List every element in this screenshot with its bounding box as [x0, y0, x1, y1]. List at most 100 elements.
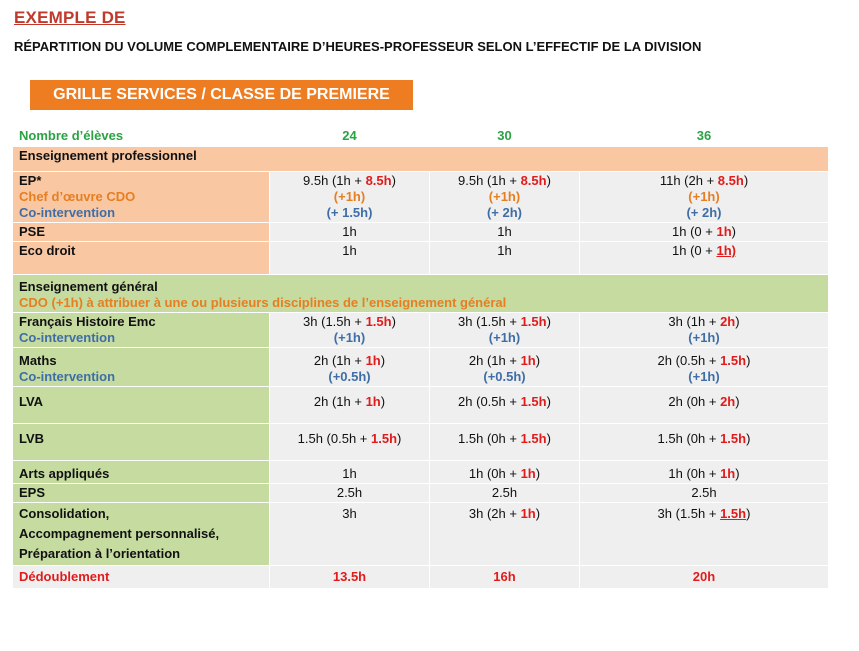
cell-end: )	[735, 314, 740, 329]
row-label-francais: Français Histoire Emc Co-intervention	[12, 312, 270, 348]
row-label-maths: Maths Co-intervention	[12, 347, 270, 387]
cell-co: (+1h)	[333, 330, 366, 345]
cell-ep-36: 11h (2h + 8.5h) (+1h) (+ 2h)	[579, 171, 829, 223]
label-consolidation: Consolidation,	[19, 506, 110, 521]
section-general: Enseignement général CDO (+1h) à attribu…	[12, 274, 829, 313]
cell-base: 1h (0 +	[672, 224, 717, 239]
cell-total-24: 13.5h	[269, 565, 430, 589]
cell-highlight: 1h	[365, 353, 381, 368]
cell-co: (+1h)	[688, 330, 720, 345]
cell-pse-24: 1h	[269, 222, 430, 242]
cell-highlight: 1h	[520, 506, 536, 521]
cell-base: 1h (0 +	[672, 243, 717, 258]
cell-co: (+ 1.5h)	[326, 205, 373, 220]
cell-fr-24: 3h (1.5h + 1.5h) (+1h)	[269, 312, 430, 348]
cell-end: )	[546, 173, 551, 188]
table-row: EPS 2.5h 2.5h 2.5h	[12, 483, 829, 503]
section-note: CDO (+1h) à attribuer à une ou plusieurs…	[19, 295, 507, 310]
cell-arts-24: 1h	[269, 460, 430, 484]
cell-eps-24: 2.5h	[269, 483, 430, 503]
cell-arts-36: 1h (0h + 1h)	[579, 460, 829, 484]
cell-end: )	[735, 394, 740, 409]
grid-banner: GRILLE SERVICES / CLASSE DE PREMIERE	[30, 80, 413, 110]
cell-co: (+ 2h)	[686, 205, 722, 220]
section-professionnel: Enseignement professionnel	[12, 146, 829, 172]
cell-end: )	[735, 466, 740, 481]
cell-co: (+0.5h)	[328, 369, 371, 384]
cell-ep-30: 9.5h (1h + 8.5h) (+1h) (+ 2h)	[429, 171, 580, 223]
row-label-lva: LVA	[12, 386, 270, 424]
label-orientation: Préparation à l’orientation	[19, 546, 181, 561]
cell-highlight: 1.5h	[720, 506, 747, 521]
services-grid-table: Nombre d’élèves 24 30 36 Enseignement pr…	[12, 125, 829, 589]
cell-highlight: 1h)	[716, 243, 736, 258]
table-row: Consolidation, Accompagnement personnali…	[12, 502, 829, 566]
cell-base: 11h (2h +	[659, 173, 718, 188]
cell-conso-30: 3h (2h + 1h)	[429, 502, 580, 566]
cell-base: 2h (0.5h +	[458, 394, 521, 409]
cell-base: 2h (1h +	[313, 353, 366, 368]
cell-lva-24: 2h (1h + 1h)	[269, 386, 430, 424]
cell-cdo: (+1h)	[333, 189, 366, 204]
cell-highlight: 1h	[520, 353, 536, 368]
cell-base: 2h (1h +	[468, 353, 521, 368]
table-row: Français Histoire Emc Co-intervention 3h…	[12, 312, 829, 348]
header-col-30: 30	[429, 125, 580, 147]
cell-highlight: 1.5h	[520, 431, 547, 446]
row-label-eps: EPS	[12, 483, 270, 503]
cell-co: (+1h)	[488, 330, 521, 345]
cell-base: 3h (1.5h +	[458, 314, 521, 329]
label-co-intervention: Co-intervention	[19, 205, 116, 220]
cell-base: 3h (1.5h +	[303, 314, 366, 329]
cell-maths-30: 2h (1h + 1h) (+0.5h)	[429, 347, 580, 387]
cell-end: )	[746, 431, 751, 446]
cell-fr-30: 3h (1.5h + 1.5h) (+1h)	[429, 312, 580, 348]
cell-lva-36: 2h (0h + 2h)	[579, 386, 829, 424]
cell-lvb-36: 1.5h (0h + 1.5h)	[579, 423, 829, 461]
cell-end: )	[746, 353, 751, 368]
header-col-36: 36	[579, 125, 829, 147]
header-row: Nombre d’élèves 24 30 36	[12, 125, 829, 147]
table-row: Arts appliqués 1h 1h (0h + 1h) 1h (0h + …	[12, 460, 829, 484]
cell-co: (+1h)	[688, 369, 720, 384]
cell-highlight: 8.5h	[717, 173, 744, 188]
cell-cdo: (+1h)	[488, 189, 521, 204]
section-title: Enseignement général	[19, 279, 158, 294]
cell-base: 9.5h (1h +	[303, 173, 366, 188]
cell-base: 9.5h (1h +	[458, 173, 521, 188]
label-ep: EP*	[19, 173, 42, 188]
cell-highlight: 2h	[720, 394, 736, 409]
document-subtitle: RÉPARTITION DU VOLUME COMPLEMENTAIRE D’H…	[14, 39, 702, 54]
cell-end: )	[535, 506, 541, 521]
row-label-eco: Eco droit	[12, 241, 270, 275]
table-row: PSE 1h 1h 1h (0 + 1h)	[12, 222, 829, 242]
cell-highlight: 1.5h	[371, 431, 398, 446]
cell-conso-24: 3h	[269, 502, 430, 566]
table-row: LVB 1.5h (0.5h + 1.5h) 1.5h (0h + 1.5h) …	[12, 423, 829, 461]
cell-fr-36: 3h (1h + 2h) (+1h)	[579, 312, 829, 348]
cell-highlight: 1.5h	[520, 394, 547, 409]
cell-maths-36: 2h (0.5h + 1.5h) (+1h)	[579, 347, 829, 387]
cell-base: 1h (0h +	[668, 466, 721, 481]
cell-total-36: 20h	[579, 565, 829, 589]
cell-end: )	[397, 431, 402, 446]
cell-highlight: 1.5h	[720, 431, 747, 446]
table-row: LVA 2h (1h + 1h) 2h (0.5h + 1.5h) 2h (0h…	[12, 386, 829, 424]
cell-base: 3h (1.5h +	[657, 506, 721, 521]
label-cdo: Chef d’œuvre CDO	[19, 189, 136, 204]
cell-eps-36: 2.5h	[579, 483, 829, 503]
row-label-ep: EP* Chef d’œuvre CDO Co-intervention	[12, 171, 270, 223]
cell-highlight: 1h	[716, 224, 732, 239]
cell-lva-30: 2h (0.5h + 1.5h)	[429, 386, 580, 424]
cell-end: )	[731, 224, 736, 239]
cell-base: 1.5h (0.5h +	[297, 431, 371, 446]
cell-highlight: 1.5h	[365, 314, 392, 329]
cell-end: )	[391, 314, 396, 329]
cell-arts-30: 1h (0h + 1h)	[429, 460, 580, 484]
cell-end: )	[380, 353, 386, 368]
table-row: EP* Chef d’œuvre CDO Co-intervention 9.5…	[12, 171, 829, 223]
header-col-24: 24	[269, 125, 430, 147]
document-title: EXEMPLE DE	[14, 8, 126, 27]
cell-base: 3h (2h +	[468, 506, 521, 521]
row-label-arts: Arts appliqués	[12, 460, 270, 484]
